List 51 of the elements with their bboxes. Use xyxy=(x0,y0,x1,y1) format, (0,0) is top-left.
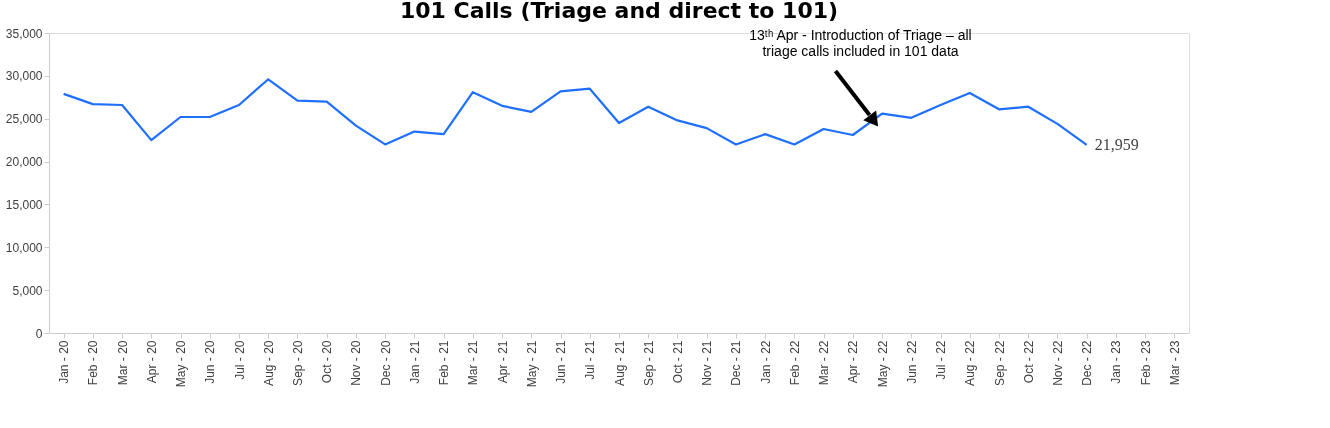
x-tick-label: Feb - 21 xyxy=(437,340,452,386)
x-tick-label: Mar - 23 xyxy=(1167,340,1182,386)
annotation: 13ᵗʰ Apr - Introduction of Triage – all triage calls included in 101 data xyxy=(749,27,972,59)
x-tick-label: Aug - 20 xyxy=(261,340,276,386)
chart-title: 101 Calls (Triage and direct to 101) xyxy=(399,0,839,23)
y-tick-label: 0 xyxy=(35,326,43,341)
x-tick-label: Mar - 20 xyxy=(115,340,130,386)
x-tick-label: Feb - 23 xyxy=(1138,340,1153,386)
y-tick-label: 25,000 xyxy=(5,112,43,127)
y-tick-label: 35,000 xyxy=(5,26,43,41)
x-tick-label: Apr - 22 xyxy=(846,340,861,384)
x-tick-label: Dec - 21 xyxy=(729,340,744,386)
x-tick-label: Oct - 22 xyxy=(1021,340,1036,384)
data-label: 21,959 xyxy=(1094,135,1139,153)
y-tick-label: 10,000 xyxy=(5,240,43,255)
x-tick-label: Mar - 22 xyxy=(817,340,832,386)
x-tick-label: Jan - 20 xyxy=(57,340,72,384)
x-tick-label: Jan - 22 xyxy=(758,340,773,384)
y-tick-label: 15,000 xyxy=(5,197,43,212)
x-tick-label: Apr - 20 xyxy=(144,340,159,384)
x-tick-label: Oct - 21 xyxy=(670,340,685,384)
x-tick-label: May - 20 xyxy=(174,340,189,388)
x-tick-label: Dec - 22 xyxy=(1080,340,1095,386)
x-tick-label: Apr - 21 xyxy=(495,340,510,384)
x-tick-label: Jul - 20 xyxy=(232,340,247,380)
x-tick-label: Jul - 21 xyxy=(583,340,598,380)
x-tick-label: Jun - 22 xyxy=(904,340,919,384)
x-tick-label: Jan - 21 xyxy=(407,340,422,384)
x-tick-label: Feb - 20 xyxy=(86,340,101,386)
y-tick-label: 30,000 xyxy=(5,69,43,84)
line-series xyxy=(62,78,1088,146)
x-tick-label: Oct - 20 xyxy=(320,340,335,384)
x-tick-label: May - 21 xyxy=(524,340,539,388)
x-tick-label: Mar - 21 xyxy=(466,340,481,386)
x-tick-label: Jul - 22 xyxy=(934,340,949,380)
x-tick-label: Sep - 20 xyxy=(290,340,305,386)
x-tick-label: Jun - 20 xyxy=(203,340,218,384)
x-tick-label: May - 22 xyxy=(875,340,890,388)
y-tick-label: 20,000 xyxy=(5,155,43,170)
x-tick-label: Aug - 22 xyxy=(963,340,978,386)
x-tick-label: Dec - 20 xyxy=(378,340,393,386)
x-tick-label: Nov - 20 xyxy=(349,340,364,386)
y-tick-label: 5,000 xyxy=(12,283,43,298)
x-tick-label: Nov - 21 xyxy=(700,340,715,386)
x-tick-label: Aug - 21 xyxy=(612,340,627,386)
x-tick-label: Feb - 22 xyxy=(787,340,802,386)
x-tick-label: Nov - 22 xyxy=(1050,340,1065,386)
x-tick-label: Jun - 21 xyxy=(554,340,569,384)
x-tick-label: Jan - 23 xyxy=(1109,340,1124,384)
x-tick-label: Sep - 22 xyxy=(992,340,1007,386)
x-tick-label: Sep - 21 xyxy=(641,340,656,386)
